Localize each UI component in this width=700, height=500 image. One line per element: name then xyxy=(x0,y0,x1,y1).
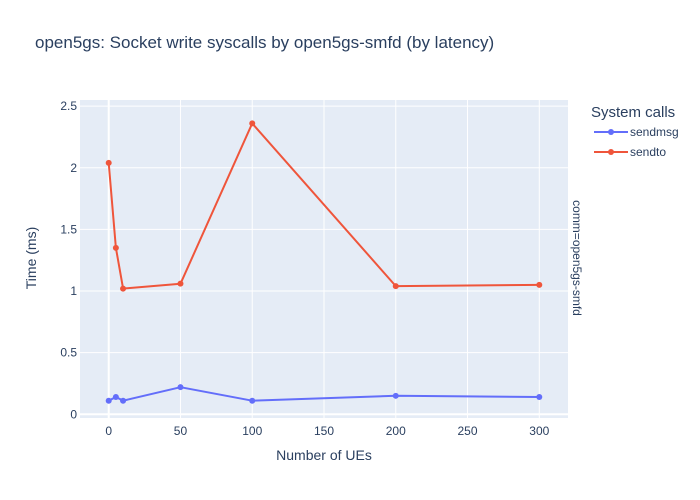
legend-item-sendmsg[interactable]: sendmsg xyxy=(594,123,679,141)
y-tick-label: 1 xyxy=(70,284,77,298)
y-tick-label: 0.5 xyxy=(60,346,77,360)
legend-item-sendto[interactable]: sendto xyxy=(594,143,666,161)
y-tick-label: 2 xyxy=(70,161,77,175)
x-axis-label: Number of UEs xyxy=(276,447,372,463)
data-point-sendto[interactable] xyxy=(105,159,112,166)
data-point-sendto[interactable] xyxy=(120,285,127,292)
data-point-sendto[interactable] xyxy=(177,280,184,287)
y-tick-label: 0 xyxy=(70,407,77,421)
y-axis-label: Time (ms) xyxy=(23,226,39,290)
y-tick-label: 1.5 xyxy=(60,222,77,236)
legend-label-sendmsg: sendmsg xyxy=(630,125,679,139)
x-tick-label: 150 xyxy=(314,424,334,438)
x-tick-label: 0 xyxy=(105,424,112,438)
y-tick-label: 2.5 xyxy=(60,99,77,113)
x-tick-label: 200 xyxy=(386,424,406,438)
legend-title: System calls xyxy=(591,104,676,121)
data-point-sendto[interactable] xyxy=(392,283,399,290)
data-point-sendmsg[interactable] xyxy=(536,394,543,401)
x-tick-label: 100 xyxy=(242,424,262,438)
legend-swatch-sendmsg xyxy=(594,125,628,139)
chart-title: open5gs: Socket write syscalls by open5g… xyxy=(35,33,495,52)
data-point-sendto[interactable] xyxy=(536,281,543,288)
data-point-sendmsg[interactable] xyxy=(120,397,127,404)
data-point-sendmsg[interactable] xyxy=(112,394,119,401)
legend-label-sendto: sendto xyxy=(630,145,667,159)
series-layer xyxy=(105,120,543,404)
x-tick-label: 300 xyxy=(529,424,549,438)
data-point-sendmsg[interactable] xyxy=(105,397,112,404)
x-tick-label: 250 xyxy=(458,424,478,438)
data-point-sendmsg[interactable] xyxy=(392,392,399,399)
facet-label: comm=open5gs-smfd xyxy=(570,200,584,316)
x-tick-label: 50 xyxy=(174,424,188,438)
grid-lines xyxy=(80,100,568,418)
legend-swatch-sendto xyxy=(594,145,628,159)
axis-ticks: 0 50 100 150 200 250 300 0 0.5 1 1.5 2 2.5 xyxy=(60,99,549,438)
data-point-sendmsg[interactable] xyxy=(177,384,184,391)
data-point-sendto[interactable] xyxy=(112,244,119,251)
data-point-sendto[interactable] xyxy=(249,120,256,127)
data-point-sendmsg[interactable] xyxy=(249,397,256,404)
